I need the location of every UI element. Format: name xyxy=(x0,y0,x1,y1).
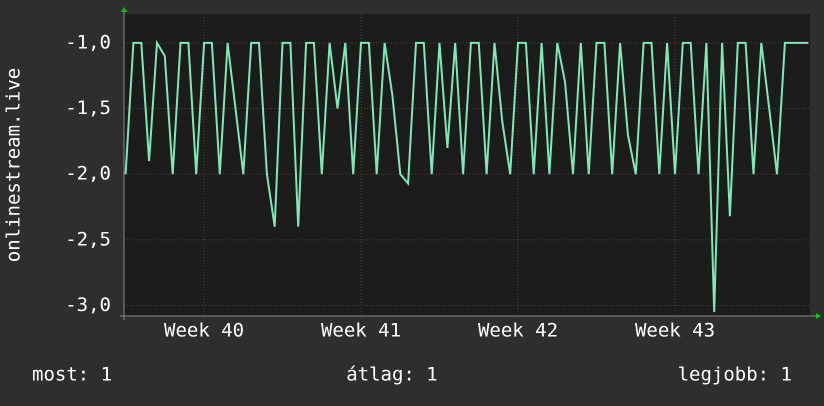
y-tick-label: -2,5 xyxy=(65,228,111,250)
y-tick-label: -2,0 xyxy=(65,163,111,185)
y-tick-label: -1,5 xyxy=(65,97,111,119)
stat-label: átlag: 1 xyxy=(346,364,438,386)
y-tick-label: -1,0 xyxy=(65,31,111,53)
stat-label: legjobb: 1 xyxy=(678,364,792,386)
x-tick-label: Week 42 xyxy=(478,320,558,342)
series-line xyxy=(124,39,809,313)
x-tick-label: Week 41 xyxy=(321,320,401,342)
plot-area xyxy=(124,14,810,316)
y-axis-label: onlinestream.live xyxy=(3,68,25,262)
x-tick-label: Week 43 xyxy=(635,320,715,342)
y-tick-label: -3,0 xyxy=(65,294,111,316)
stat-label: most: 1 xyxy=(32,364,112,386)
arrow xyxy=(816,313,821,319)
x-tick-label: Week 40 xyxy=(164,320,244,342)
arrow xyxy=(121,7,127,12)
